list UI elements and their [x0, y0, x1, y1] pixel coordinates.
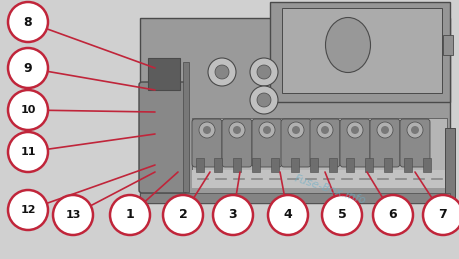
Text: 8: 8: [23, 16, 32, 28]
Circle shape: [320, 126, 328, 134]
Circle shape: [287, 122, 303, 138]
FancyBboxPatch shape: [369, 119, 399, 167]
Circle shape: [233, 126, 241, 134]
Circle shape: [213, 195, 252, 235]
Bar: [269, 2, 449, 102]
Text: 13: 13: [65, 210, 80, 220]
Bar: [196, 158, 203, 172]
Circle shape: [376, 122, 392, 138]
Circle shape: [321, 195, 361, 235]
Text: 7: 7: [438, 208, 447, 221]
FancyBboxPatch shape: [191, 119, 222, 167]
Text: 12: 12: [20, 205, 36, 215]
Bar: [442, 35, 452, 55]
Bar: [252, 158, 259, 172]
Circle shape: [372, 195, 412, 235]
FancyBboxPatch shape: [339, 119, 369, 167]
Bar: [364, 158, 372, 172]
Bar: [291, 158, 298, 172]
Circle shape: [110, 195, 150, 235]
Text: 11: 11: [20, 147, 36, 157]
Text: 1: 1: [125, 208, 134, 221]
Bar: [403, 158, 411, 172]
Circle shape: [207, 58, 235, 86]
Circle shape: [249, 86, 277, 114]
Circle shape: [316, 122, 332, 138]
FancyBboxPatch shape: [280, 119, 310, 167]
Circle shape: [53, 195, 93, 235]
Circle shape: [8, 48, 48, 88]
Circle shape: [410, 126, 418, 134]
Text: 2: 2: [178, 208, 187, 221]
Text: 6: 6: [388, 208, 397, 221]
Circle shape: [214, 65, 229, 79]
Circle shape: [8, 2, 48, 42]
Text: Fuse-Box.info: Fuse-Box.info: [292, 174, 366, 206]
Bar: [233, 158, 241, 172]
Bar: [191, 118, 446, 170]
Circle shape: [8, 132, 48, 172]
Bar: [281, 8, 441, 93]
Circle shape: [162, 195, 202, 235]
Circle shape: [350, 126, 358, 134]
Bar: [213, 158, 222, 172]
Bar: [309, 158, 317, 172]
Text: 10: 10: [20, 105, 36, 115]
Bar: [444, 128, 454, 200]
Circle shape: [229, 122, 245, 138]
Circle shape: [422, 195, 459, 235]
FancyBboxPatch shape: [252, 119, 281, 167]
Circle shape: [406, 122, 422, 138]
Circle shape: [346, 122, 362, 138]
Ellipse shape: [325, 18, 369, 73]
Text: 3: 3: [228, 208, 237, 221]
Circle shape: [268, 195, 308, 235]
FancyBboxPatch shape: [222, 119, 252, 167]
Circle shape: [249, 58, 277, 86]
Bar: [328, 158, 336, 172]
Text: 9: 9: [23, 61, 32, 75]
Circle shape: [257, 93, 270, 107]
Bar: [383, 158, 391, 172]
Circle shape: [258, 122, 274, 138]
Circle shape: [202, 126, 211, 134]
Text: 5: 5: [337, 208, 346, 221]
Bar: [148, 58, 179, 90]
Circle shape: [263, 126, 270, 134]
Bar: [345, 158, 353, 172]
Circle shape: [291, 126, 299, 134]
Bar: [191, 170, 446, 188]
Circle shape: [8, 90, 48, 130]
Circle shape: [8, 190, 48, 230]
FancyBboxPatch shape: [139, 82, 187, 193]
FancyBboxPatch shape: [309, 119, 339, 167]
Bar: [422, 158, 430, 172]
Circle shape: [257, 65, 270, 79]
Bar: [140, 18, 449, 203]
Bar: [140, 193, 449, 203]
Bar: [183, 62, 189, 192]
Text: 4: 4: [283, 208, 292, 221]
Circle shape: [380, 126, 388, 134]
Circle shape: [199, 122, 214, 138]
FancyBboxPatch shape: [399, 119, 429, 167]
Bar: [270, 158, 279, 172]
